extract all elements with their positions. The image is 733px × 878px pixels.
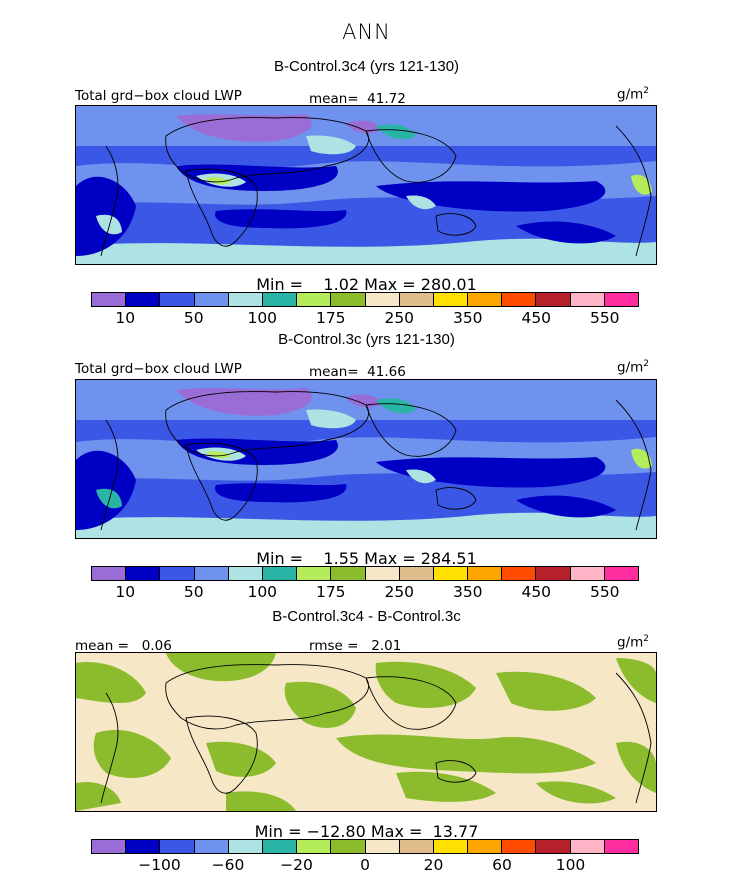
colorbar-swatch xyxy=(536,567,571,580)
colorbar-swatch xyxy=(194,293,229,306)
colorbar-swatch xyxy=(126,567,161,580)
panel-2-title: B-Control.3c (yrs 121-130) xyxy=(278,331,455,348)
colorbar-tick-label: 0 xyxy=(360,856,370,874)
colorbar-tick-label: 550 xyxy=(589,583,620,601)
colorbar-tick-label: 100 xyxy=(247,583,278,601)
colorbar-swatch xyxy=(468,293,503,306)
colorbar-tick-label: 20 xyxy=(423,856,444,874)
colorbar-tick-label: 450 xyxy=(521,309,552,327)
colorbar-tick-label: 175 xyxy=(315,309,346,327)
colorbar-swatch xyxy=(468,840,503,853)
colorbar-swatch xyxy=(297,567,332,580)
colorbar-swatch xyxy=(126,293,161,306)
colorbar-tick-label: −20 xyxy=(280,856,313,874)
panel-1-field-label: Total grd−box cloud LWP xyxy=(75,88,242,104)
colorbar-tick-label: 450 xyxy=(521,583,552,601)
colorbar-swatch xyxy=(604,567,638,580)
panel-3-rmse-label: rmse = 2.01 xyxy=(309,638,402,654)
colorbar-swatch xyxy=(570,567,605,580)
colorbar-swatch xyxy=(331,840,366,853)
colorbar-swatch xyxy=(92,567,127,580)
panel-1-map xyxy=(75,105,657,265)
colorbar-tick-label: 50 xyxy=(183,309,204,327)
panel-3-title: B-Control.3c4 - B-Control.3c xyxy=(272,608,461,625)
panel-2-field-label: Total grd−box cloud LWP xyxy=(75,361,242,377)
panel-2-colorbar-ticks: 10 50 100 175 250 350 450 550 xyxy=(91,583,639,601)
colorbar-swatch xyxy=(502,840,537,853)
colorbar-tick-label: 550 xyxy=(589,309,620,327)
colorbar-tick-label: 175 xyxy=(315,583,346,601)
colorbar-swatch xyxy=(262,567,298,580)
colorbar-swatch xyxy=(570,293,605,306)
panel-1-colorbar-ticks: 10 50 100 175 250 350 450 550 xyxy=(91,309,639,327)
colorbar-swatch xyxy=(604,293,638,306)
panel-2-units: g/m2 xyxy=(617,359,650,376)
panel-3-mean-label: mean = 0.06 xyxy=(75,638,172,654)
panel-1-mean-label: mean= 41.72 xyxy=(309,91,406,107)
colorbar-swatch xyxy=(297,840,332,853)
colorbar-swatch xyxy=(160,293,195,306)
panel-2-map-svg xyxy=(76,380,656,538)
colorbar-swatch xyxy=(604,840,638,853)
colorbar-swatch xyxy=(570,840,605,853)
colorbar-swatch xyxy=(433,840,469,853)
colorbar-swatch xyxy=(365,840,400,853)
colorbar-swatch xyxy=(228,567,263,580)
panel-1-title: B-Control.3c4 (yrs 121-130) xyxy=(273,58,460,75)
colorbar-swatch xyxy=(194,840,229,853)
colorbar-swatch xyxy=(536,293,571,306)
colorbar-swatch xyxy=(433,293,469,306)
colorbar-swatch xyxy=(194,567,229,580)
colorbar-swatch xyxy=(502,567,537,580)
colorbar-swatch xyxy=(365,567,400,580)
colorbar-swatch xyxy=(297,293,332,306)
colorbar-swatch xyxy=(399,293,434,306)
colorbar-swatch xyxy=(160,567,195,580)
panel-2-mean-label: mean= 41.66 xyxy=(309,364,406,380)
panel-3-map xyxy=(75,652,657,812)
colorbar-swatch xyxy=(433,567,469,580)
colorbar-tick-label: 100 xyxy=(555,856,586,874)
panel-3-map-svg xyxy=(76,653,656,811)
colorbar-swatch xyxy=(262,840,298,853)
panel-2-colorbar xyxy=(91,566,639,581)
panel-3-colorbar xyxy=(91,839,639,854)
colorbar-swatch xyxy=(331,567,366,580)
colorbar-tick-label: 250 xyxy=(384,583,415,601)
colorbar-swatch xyxy=(160,840,195,853)
main-title: ANN xyxy=(342,20,391,44)
colorbar-swatch xyxy=(92,293,127,306)
colorbar-swatch xyxy=(331,293,366,306)
colorbar-swatch xyxy=(536,840,571,853)
panel-3-units: g/m2 xyxy=(617,634,650,651)
colorbar-swatch xyxy=(502,293,537,306)
colorbar-swatch xyxy=(399,840,434,853)
colorbar-swatch xyxy=(126,840,161,853)
colorbar-tick-label: 10 xyxy=(115,309,136,327)
colorbar-tick-label: −100 xyxy=(138,856,181,874)
colorbar-tick-label: −60 xyxy=(211,856,245,874)
colorbar-tick-label: 100 xyxy=(247,309,278,327)
panel-2-minmax: Min = 1.55 Max = 284.51 xyxy=(256,549,477,568)
colorbar-swatch xyxy=(399,567,434,580)
colorbar-tick-label: 250 xyxy=(384,309,415,327)
panel-3-colorbar-ticks: −100 −60 −20 0 20 60 100 xyxy=(91,856,639,874)
colorbar-tick-label: 350 xyxy=(452,309,483,327)
colorbar-tick-label: 10 xyxy=(115,583,136,601)
panel-1-map-svg xyxy=(76,106,656,264)
panel-1-units: g/m2 xyxy=(617,86,650,103)
panel-2-map xyxy=(75,379,657,539)
colorbar-swatch xyxy=(365,293,400,306)
colorbar-swatch xyxy=(262,293,298,306)
colorbar-swatch xyxy=(468,567,503,580)
colorbar-tick-label: 50 xyxy=(183,583,204,601)
colorbar-swatch xyxy=(228,840,263,853)
colorbar-swatch xyxy=(228,293,263,306)
panel-1-minmax: Min = 1.02 Max = 280.01 xyxy=(256,275,477,294)
colorbar-tick-label: 350 xyxy=(452,583,483,601)
colorbar-tick-label: 60 xyxy=(492,856,512,874)
colorbar-swatch xyxy=(92,840,127,853)
panel-1-colorbar xyxy=(91,292,639,307)
panel-3-minmax: Min = −12.80 Max = 13.77 xyxy=(254,822,479,841)
